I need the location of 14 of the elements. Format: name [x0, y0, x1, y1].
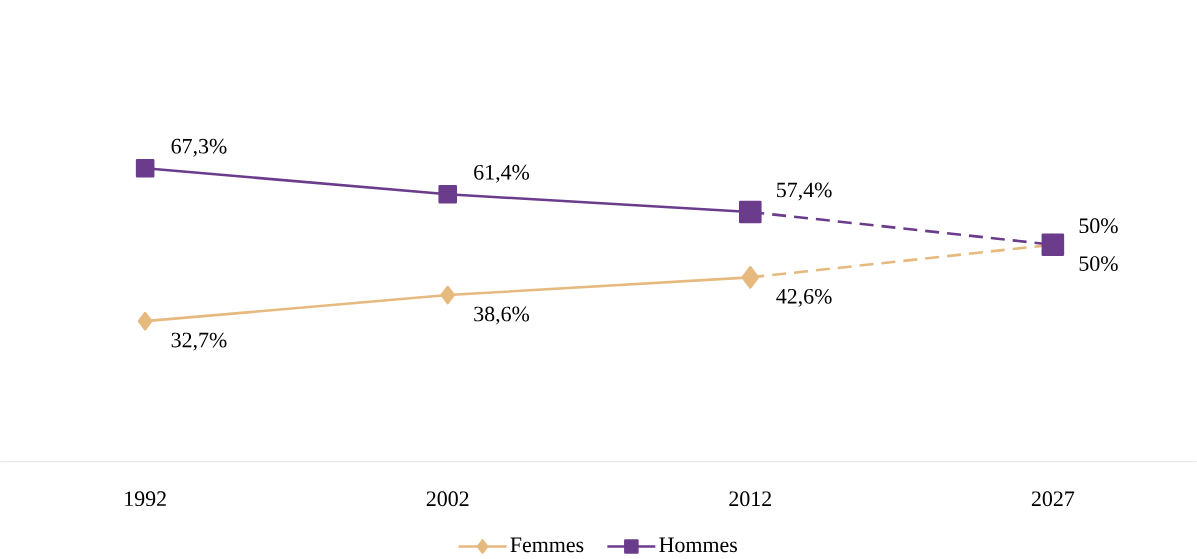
x-tick-label: 1992 [125, 491, 166, 506]
x-tick-label: 2002 [426, 491, 469, 507]
data-label: 67,3% [171, 138, 227, 157]
legend-label: Femmes [510, 537, 584, 553]
legend-label: Hommes [659, 537, 737, 553]
x-tick-label: 2012 [729, 491, 771, 507]
data-label: 50% [1079, 218, 1118, 234]
data-label: 50% [1079, 256, 1118, 271]
data-label: 42,6% [776, 288, 832, 307]
data-label: 32,7% [171, 332, 227, 351]
data-label: 57,4% [777, 182, 832, 201]
x-tick-label: 2027 [1031, 491, 1075, 507]
data-label: 38,6% [474, 306, 530, 325]
data-label: 61,4% [474, 164, 530, 183]
